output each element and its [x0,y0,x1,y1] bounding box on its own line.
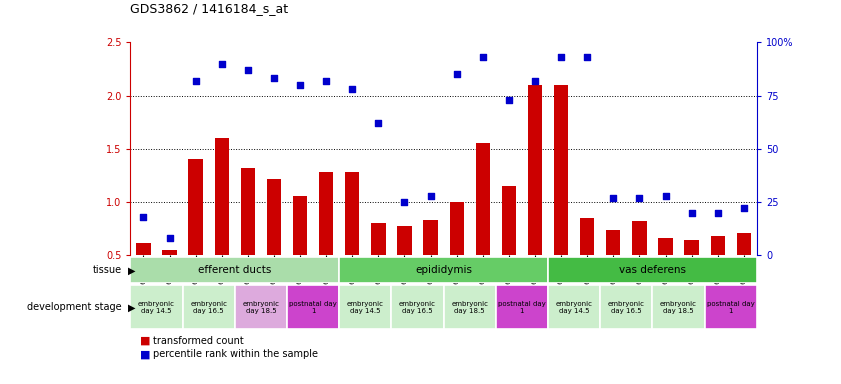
Bar [136,243,151,255]
Point [606,195,620,201]
Bar [397,225,411,255]
Point [424,193,437,199]
Text: embryonic
day 18.5: embryonic day 18.5 [242,301,279,314]
Point [737,205,750,212]
Bar [339,257,548,283]
Point [320,78,333,84]
Bar [162,250,177,255]
Bar [130,257,339,283]
Text: embryonic
day 18.5: embryonic day 18.5 [452,301,489,314]
Text: transformed count: transformed count [153,336,244,346]
Point [215,60,229,67]
Bar [287,285,339,329]
Text: efferent ducts: efferent ducts [198,265,272,275]
Bar [182,285,235,329]
Point [450,71,463,77]
Bar [496,285,548,329]
Text: ■: ■ [140,336,151,346]
Bar [188,159,203,255]
Point [502,97,516,103]
Bar [580,218,595,255]
Text: GDS3862 / 1416184_s_at: GDS3862 / 1416184_s_at [130,2,288,15]
Point [294,82,307,88]
Text: epididymis: epididymis [415,265,472,275]
Bar [476,144,490,255]
Bar [653,285,705,329]
Bar [711,236,725,255]
Bar [554,85,569,255]
Bar [685,240,699,255]
Bar [449,202,464,255]
Point [476,54,489,60]
Text: postnatal day
1: postnatal day 1 [707,301,754,314]
Point [685,210,698,216]
Bar [659,238,673,255]
Point [163,235,177,242]
Bar [528,85,542,255]
Point [189,78,203,84]
Point [554,54,568,60]
Point [267,75,281,81]
Text: ▶: ▶ [128,265,135,275]
Text: postnatal day
1: postnatal day 1 [498,301,546,314]
Point [659,193,672,199]
Point [528,78,542,84]
Text: embryonic
day 16.5: embryonic day 16.5 [608,301,645,314]
Text: embryonic
day 16.5: embryonic day 16.5 [399,301,436,314]
Bar [241,168,255,255]
Bar [371,223,385,255]
Bar [339,285,391,329]
Text: vas deferens: vas deferens [619,265,686,275]
Text: tissue: tissue [93,265,122,275]
Text: embryonic
day 18.5: embryonic day 18.5 [660,301,697,314]
Bar [423,220,438,255]
Bar [632,221,647,255]
Bar [606,230,621,255]
Bar [267,179,281,255]
Text: embryonic
day 14.5: embryonic day 14.5 [138,301,175,314]
Text: development stage: development stage [27,302,122,313]
Point [711,210,724,216]
Point [241,67,255,73]
Point [372,120,385,126]
Point [137,214,151,220]
Text: embryonic
day 14.5: embryonic day 14.5 [346,301,383,314]
Bar [319,172,333,255]
Bar [705,285,757,329]
Bar [130,285,182,329]
Point [632,195,646,201]
Bar [391,285,443,329]
Text: embryonic
day 16.5: embryonic day 16.5 [190,301,227,314]
Bar [345,172,359,255]
Text: embryonic
day 14.5: embryonic day 14.5 [556,301,593,314]
Text: postnatal day
1: postnatal day 1 [289,301,337,314]
Bar [600,285,653,329]
Text: ▶: ▶ [128,302,135,313]
Point [580,54,594,60]
Text: percentile rank within the sample: percentile rank within the sample [153,349,318,359]
Point [398,199,411,205]
Bar [214,138,229,255]
Point [346,86,359,92]
Bar [235,285,287,329]
Bar [548,257,757,283]
Text: ■: ■ [140,349,151,359]
Bar [548,285,600,329]
Bar [502,186,516,255]
Bar [737,233,751,255]
Bar [443,285,496,329]
Bar [293,196,307,255]
